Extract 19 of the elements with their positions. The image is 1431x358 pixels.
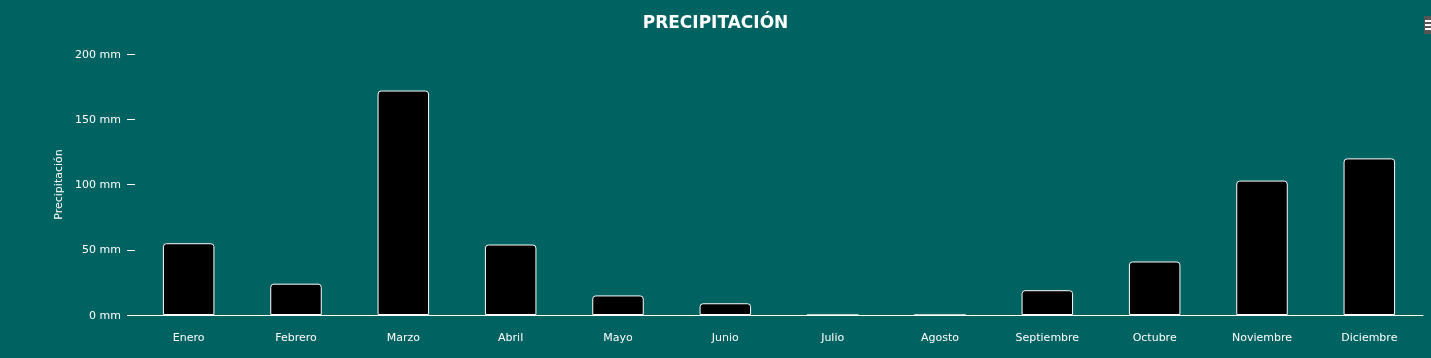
y-tick-label: 50 mm [82, 243, 121, 257]
x-tick-label: Mayo [603, 331, 633, 344]
y-tick-label: 100 mm [75, 178, 121, 191]
y-tick-label: 150 mm [75, 112, 121, 126]
x-tick-label: Junio [710, 331, 740, 344]
y-axis-title: Precipitación [52, 149, 66, 220]
x-tick-label: Diciembre [1341, 331, 1398, 344]
x-tick-label: Enero [172, 331, 205, 344]
x-tick-label: Abril [498, 331, 524, 344]
x-tick-label: Noviembre [1231, 331, 1293, 344]
x-tick-label: Febrero [275, 331, 318, 344]
x-tick-label: Julio [820, 331, 845, 344]
x-tick-label: Agosto [920, 331, 960, 344]
y-tick-label: 0 mm [89, 308, 121, 322]
x-tick-label: Septiembre [1015, 331, 1080, 344]
y-tick-label: 200 mm [75, 47, 121, 61]
x-tick-label: Octubre [1132, 331, 1177, 344]
chart-title: PRECIPITACIÓN [642, 10, 789, 32]
x-tick-label: Marzo [386, 331, 421, 344]
